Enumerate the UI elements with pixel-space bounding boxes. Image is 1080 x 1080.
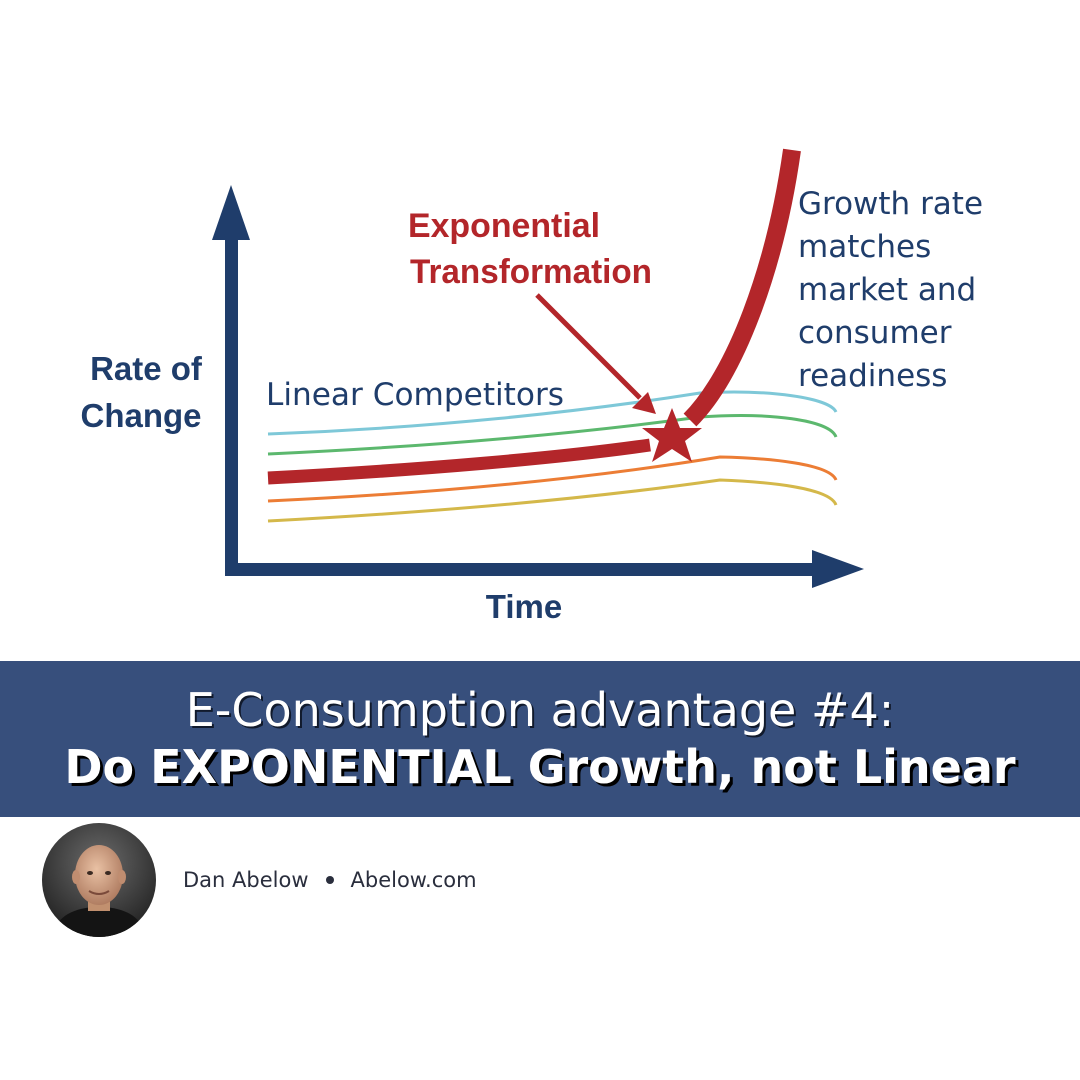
exponential-curve-base [267,438,651,485]
author-site-link[interactable]: Abelow.com [350,868,477,892]
y-axis [212,185,250,576]
linear-line-orange [267,455,838,503]
author-name: Dan Abelow [183,868,309,892]
avatar [42,823,156,937]
star-icon [642,408,702,462]
separator-dot-icon [325,876,334,884]
linear-line-yellow [267,478,838,523]
y-axis-label-line1: Rate of [90,350,203,387]
byline: Dan Abelow Abelow.com [183,868,477,892]
exponential-label-line2: Transformation [410,253,652,291]
banner-subtitle: E-Consumption advantage #4: [185,683,895,737]
growth-note-line: consumer [798,315,952,351]
title-banner: E-Consumption advantage #4: Do EXPONENTI… [0,661,1080,817]
avatar-portrait-icon [42,823,156,937]
growth-note: Growth rate matches market and consumer … [798,186,983,394]
banner-title: Do EXPONENTIAL Growth, not Linear [64,740,1016,794]
arrow-icon [535,293,656,414]
author-row: Dan Abelow Abelow.com [42,822,477,938]
growth-note-line: market and [798,272,976,308]
exponential-label-line1: Exponential [408,207,600,245]
linear-competitors-label: Linear Competitors [266,377,564,413]
x-axis-label: Time [486,588,562,625]
linear-line-green [267,414,838,456]
x-axis [225,550,864,588]
growth-diagram: Rate of Change Time Linear Competitors E… [80,148,983,625]
y-axis-label-line2: Change [80,397,201,434]
growth-note-line: matches [798,229,931,265]
growth-note-line: Growth rate [798,186,983,222]
growth-note-line: readiness [798,358,947,394]
exponential-curve-rise [683,148,801,427]
